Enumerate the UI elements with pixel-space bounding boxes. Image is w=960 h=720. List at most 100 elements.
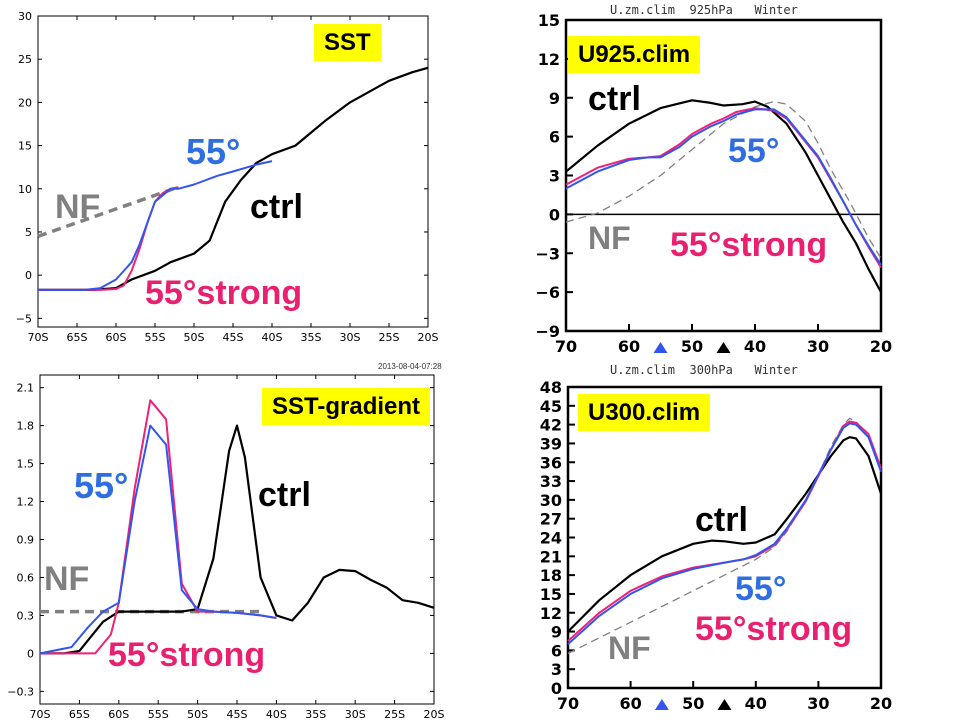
u300-ytick-label: 12 (540, 604, 562, 623)
u300-ytick-label: 3 (551, 660, 562, 679)
u300-ytick-label: 30 (540, 491, 562, 510)
sstgrad-xtick-label: 65S (69, 708, 90, 720)
sstgrad-xtick-label: 50S (187, 708, 208, 720)
u300-ytick-label: 48 (540, 378, 562, 397)
sstgrad-xtick-label: 70S (30, 708, 51, 720)
sst-ytick-label: −5 (16, 312, 32, 325)
sstgrad-label-55strong: 55°strong (108, 636, 266, 674)
u925-ytick-label: −9 (535, 322, 560, 341)
chart-sst: −5 0 5 10 15 20 25 30 70S 65S 60S 55S 50S 45S 40S 35S 30… (0, 0, 480, 360)
u300-xtick-label: 40 (745, 694, 767, 713)
u300-ytick-label: 33 (540, 472, 562, 491)
sstgrad-xtick-label: 55S (148, 708, 169, 720)
sst-ytick-label: 0 (25, 269, 32, 282)
u925-series-blue (565, 108, 882, 266)
chart-u300: 0 3 6 9 12 15 18 21 24 27 30 33 36 39 42 45 48 70 60 50 40 30… (480, 360, 960, 720)
u300-tag: U300.clim (578, 394, 711, 432)
u925-xtick-label: 40 (744, 337, 766, 356)
sstgrad-xtick-label: 30S (345, 708, 366, 720)
sst-label-nf: NF (55, 188, 101, 226)
sstgrad-tag: SST-gradient (262, 388, 431, 426)
sstgrad-xtick-label: 35S (305, 708, 326, 720)
sst-xtick-label: 45S (223, 331, 244, 344)
u925-title: U.zm.clim 925hPa Winter (610, 3, 798, 17)
u925-ytick-label: 15 (538, 11, 560, 30)
u300-ytick-label: 36 (540, 453, 562, 472)
u925-ytick-label: −3 (535, 244, 560, 263)
u925-marker-1 (716, 342, 731, 353)
u300-ytick-label: 18 (540, 566, 562, 585)
sstgrad-xtick-label: 45S (227, 708, 248, 720)
u300-label-55: 55° (735, 570, 787, 608)
u925-tag: U925.clim (568, 36, 701, 74)
sst-ytick-label: 30 (18, 10, 32, 23)
u300-ytick-label: 0 (551, 679, 562, 698)
u925-label-nf: NF (588, 220, 631, 256)
sstgrad-series-blue (39, 424, 277, 655)
sst-xtick-label: 70S (28, 331, 49, 344)
u925-xtick-label: 30 (807, 337, 829, 356)
sst-series-nf (37, 185, 179, 238)
u300-marker-1 (717, 699, 732, 710)
chart-sst-gradient: −0.3 0 0.3 0.6 0.9 1.2 1.5 1.8 2.1 70S 65S 60S 55S 50… (0, 360, 480, 720)
sst-xtick-label: 20S (418, 331, 439, 344)
sstgrad-ytick-label: 1.5 (17, 458, 35, 471)
sstgrad-xtick-label: 25S (384, 708, 405, 720)
sstgrad-label-ctrl: ctrl (258, 476, 311, 514)
u300-xtick-label: 70 (557, 694, 579, 713)
sst-series-blue (38, 160, 273, 291)
u300-ytick-label: 39 (540, 434, 562, 453)
u925-xtick-label: 70 (555, 337, 577, 356)
sst-series-ctrl (38, 66, 429, 291)
sst-label-ctrl: ctrl (250, 188, 303, 226)
u300-xtick-label: 20 (870, 694, 892, 713)
sstgrad-xtick-label: 40S (266, 708, 287, 720)
u925-series-ctrl (565, 99, 882, 293)
sstgrad-ytick-label: −0.3 (7, 685, 34, 698)
u925-xtick-label: 60 (618, 337, 640, 356)
u925-xtick-label: 20 (870, 337, 892, 356)
u925-label-ctrl: ctrl (588, 80, 641, 118)
u300-ytick-label: 6 (551, 641, 562, 660)
u925-label-55strong: 55°strong (670, 226, 828, 264)
sst-ytick-label: 25 (18, 53, 32, 66)
u300-marker-0 (654, 699, 669, 710)
u925-marker-0 (653, 342, 668, 353)
sst-tag: SST (314, 24, 381, 62)
sst-label-55: 55° (186, 131, 241, 172)
sst-ytick-label: 20 (18, 96, 32, 109)
sstgrad-ytick-label: 2.1 (17, 382, 35, 395)
u300-xtick-label: 30 (807, 694, 829, 713)
u925-ytick-label: 0 (549, 205, 560, 224)
u300-ytick-label: 15 (540, 585, 562, 604)
u300-xtick-label: 50 (682, 694, 704, 713)
sst-xtick-label: 55S (145, 331, 166, 344)
sst-xtick-label: 35S (301, 331, 322, 344)
u300-ytick-label: 45 (540, 397, 562, 416)
sstgrad-xtick-label: 20S (424, 708, 445, 720)
sstgrad-ytick-label: 0 (27, 647, 34, 660)
u300-ytick-label: 42 (540, 416, 562, 435)
u925-ytick-label: −6 (535, 283, 560, 302)
sst-ytick-label: 10 (18, 183, 32, 196)
u300-label-nf: NF (608, 630, 651, 666)
u925-plot: −9 −6 −3 0 3 6 9 12 15 70 60 50 40 30 20 (535, 11, 892, 356)
sstgrad-ytick-label: 0.9 (17, 534, 35, 547)
u300-ytick-label: 27 (540, 510, 562, 529)
sst-ytick-label: 15 (18, 140, 32, 153)
u300-label-55strong: 55°strong (695, 610, 853, 648)
u300-title: U.zm.clim 300hPa Winter (610, 363, 798, 377)
sst-xtick-label: 30S (340, 331, 361, 344)
u300-xtick-label: 60 (619, 694, 641, 713)
sst-ytick-label: 5 (25, 226, 32, 239)
u925-ytick-label: 9 (549, 89, 560, 108)
u925-ytick-label: 3 (549, 167, 560, 186)
sstgrad-series-ctrl (40, 424, 435, 655)
u300-label-ctrl: ctrl (695, 501, 748, 539)
u925-ytick-label: 6 (549, 128, 560, 147)
u300-ytick-label: 9 (551, 623, 562, 642)
chart-u925: −9 −6 −3 0 3 6 9 12 15 70 60 50 40 30 20 U.zm.clim 925… (480, 0, 960, 360)
u925-label-55: 55° (728, 132, 780, 170)
u300-ytick-label: 21 (540, 547, 562, 566)
sst-xtick-label: 65S (67, 331, 88, 344)
